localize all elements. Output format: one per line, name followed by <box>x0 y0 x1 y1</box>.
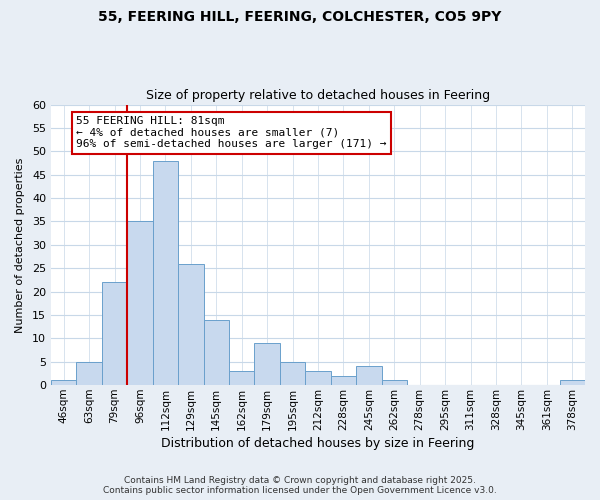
Text: 55, FEERING HILL, FEERING, COLCHESTER, CO5 9PY: 55, FEERING HILL, FEERING, COLCHESTER, C… <box>98 10 502 24</box>
Bar <box>382 380 407 385</box>
Bar <box>127 222 152 385</box>
Bar <box>203 320 229 385</box>
Bar <box>560 380 585 385</box>
Text: Contains HM Land Registry data © Crown copyright and database right 2025.
Contai: Contains HM Land Registry data © Crown c… <box>103 476 497 495</box>
Bar <box>76 362 102 385</box>
Y-axis label: Number of detached properties: Number of detached properties <box>15 157 25 332</box>
Bar <box>51 380 76 385</box>
Bar <box>331 376 356 385</box>
X-axis label: Distribution of detached houses by size in Feering: Distribution of detached houses by size … <box>161 437 475 450</box>
Bar <box>356 366 382 385</box>
Bar <box>152 160 178 385</box>
Bar <box>102 282 127 385</box>
Bar <box>178 264 203 385</box>
Bar <box>305 371 331 385</box>
Title: Size of property relative to detached houses in Feering: Size of property relative to detached ho… <box>146 89 490 102</box>
Bar <box>280 362 305 385</box>
Bar <box>229 371 254 385</box>
Bar <box>254 343 280 385</box>
Text: 55 FEERING HILL: 81sqm
← 4% of detached houses are smaller (7)
96% of semi-detac: 55 FEERING HILL: 81sqm ← 4% of detached … <box>76 116 387 150</box>
